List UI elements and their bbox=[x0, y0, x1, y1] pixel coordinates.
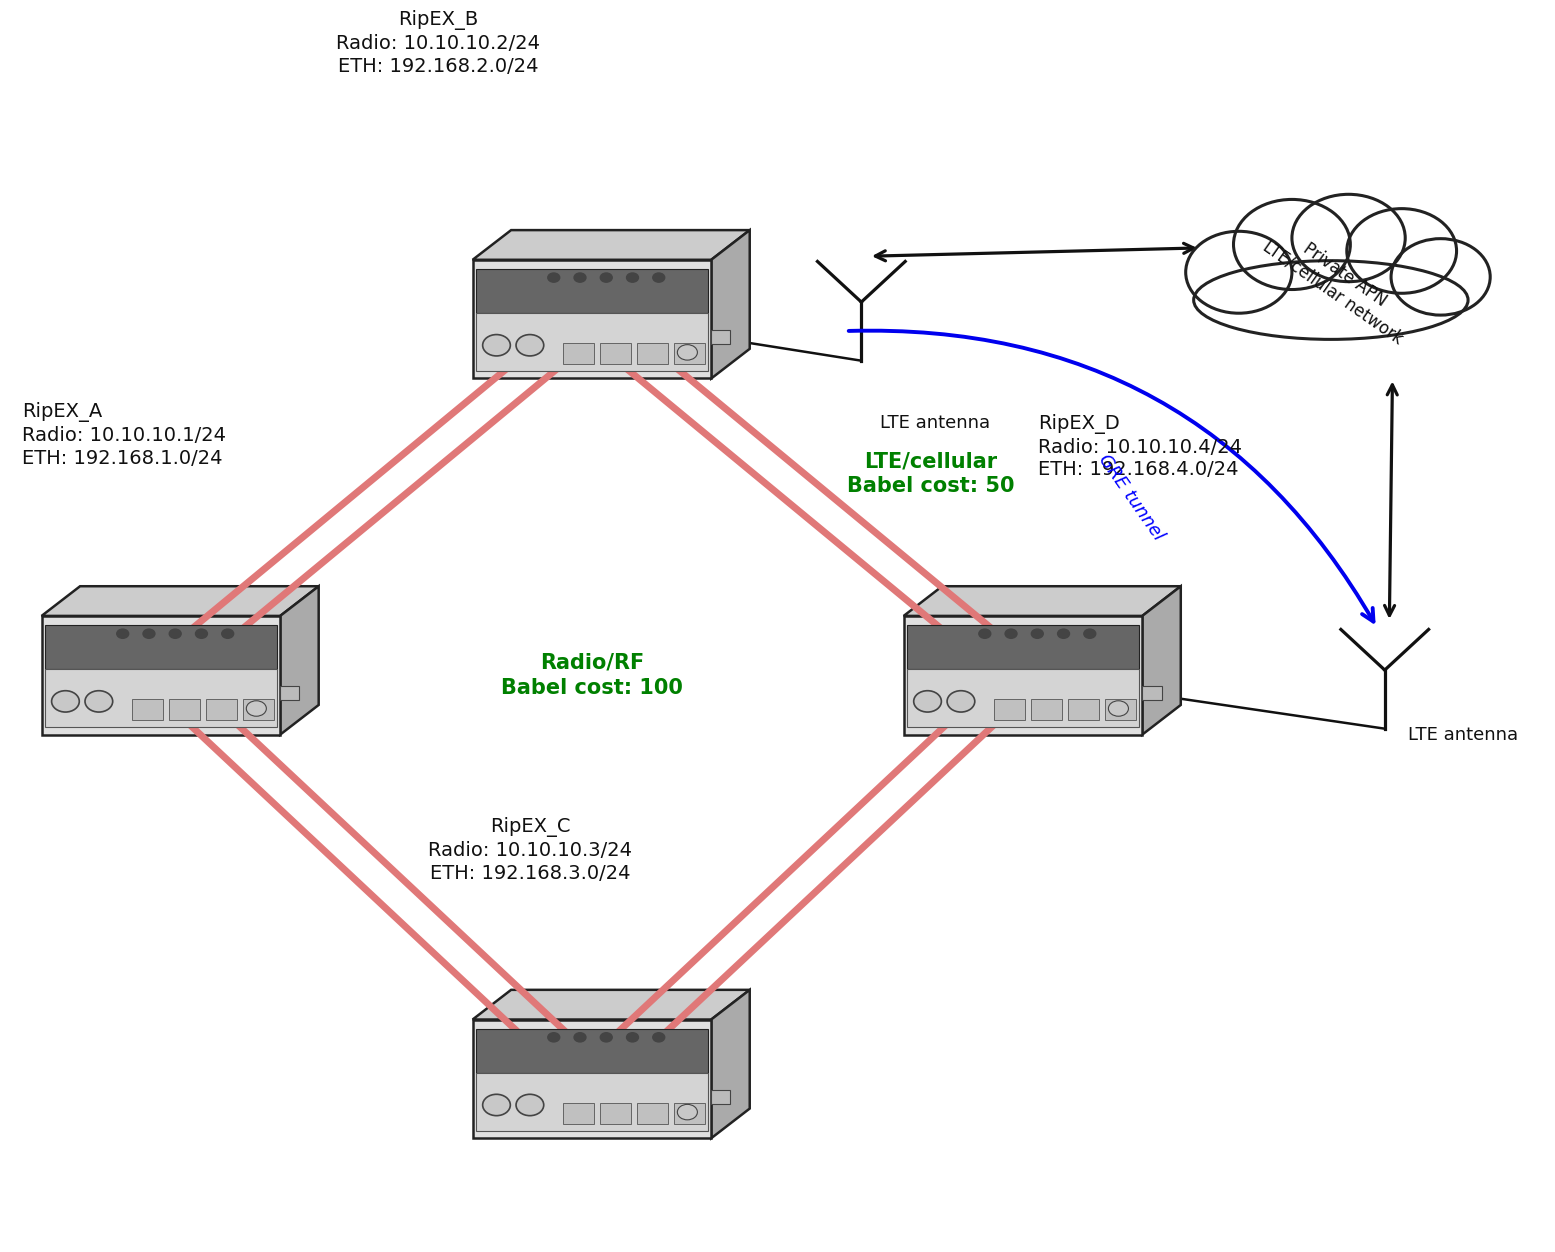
Polygon shape bbox=[476, 269, 708, 313]
Polygon shape bbox=[907, 626, 1138, 670]
Polygon shape bbox=[45, 626, 277, 670]
Circle shape bbox=[51, 691, 79, 712]
Circle shape bbox=[1292, 194, 1406, 282]
Circle shape bbox=[627, 1033, 639, 1042]
Polygon shape bbox=[903, 586, 1180, 616]
Polygon shape bbox=[711, 990, 750, 1138]
Polygon shape bbox=[243, 699, 274, 720]
Circle shape bbox=[600, 273, 613, 282]
Polygon shape bbox=[638, 1103, 669, 1124]
Polygon shape bbox=[711, 230, 750, 378]
Text: LTE/cellular
Babel cost: 50: LTE/cellular Babel cost: 50 bbox=[847, 451, 1014, 496]
Circle shape bbox=[1084, 629, 1096, 639]
Polygon shape bbox=[473, 1019, 711, 1138]
Polygon shape bbox=[476, 1073, 708, 1131]
Polygon shape bbox=[476, 313, 708, 372]
Polygon shape bbox=[675, 1103, 706, 1124]
Polygon shape bbox=[903, 616, 1143, 735]
Circle shape bbox=[978, 629, 991, 639]
Polygon shape bbox=[638, 343, 669, 364]
Circle shape bbox=[1057, 629, 1070, 639]
Polygon shape bbox=[207, 699, 238, 720]
Polygon shape bbox=[169, 699, 201, 720]
Circle shape bbox=[482, 334, 510, 356]
Polygon shape bbox=[994, 699, 1025, 720]
Circle shape bbox=[947, 691, 975, 712]
Circle shape bbox=[653, 1033, 664, 1042]
Circle shape bbox=[678, 1104, 697, 1119]
Polygon shape bbox=[473, 259, 711, 378]
Polygon shape bbox=[600, 343, 631, 364]
Circle shape bbox=[1005, 629, 1017, 639]
Polygon shape bbox=[563, 1103, 594, 1124]
Circle shape bbox=[117, 629, 129, 639]
Polygon shape bbox=[42, 616, 280, 735]
Polygon shape bbox=[711, 329, 731, 344]
Polygon shape bbox=[711, 1089, 731, 1104]
Circle shape bbox=[1347, 209, 1457, 293]
Circle shape bbox=[169, 629, 182, 639]
Circle shape bbox=[627, 273, 639, 282]
Polygon shape bbox=[907, 670, 1138, 727]
Text: GRE tunnel: GRE tunnel bbox=[1095, 451, 1168, 543]
Ellipse shape bbox=[1194, 260, 1468, 339]
Circle shape bbox=[1186, 232, 1292, 313]
Circle shape bbox=[143, 629, 156, 639]
Circle shape bbox=[547, 273, 560, 282]
Circle shape bbox=[246, 701, 266, 716]
Polygon shape bbox=[280, 686, 300, 700]
Text: RipEX_B
Radio: 10.10.10.2/24
ETH: 192.168.2.0/24: RipEX_B Radio: 10.10.10.2/24 ETH: 192.16… bbox=[336, 10, 540, 76]
Polygon shape bbox=[675, 343, 706, 364]
Circle shape bbox=[1109, 701, 1129, 716]
Circle shape bbox=[222, 629, 233, 639]
Circle shape bbox=[516, 334, 544, 356]
Polygon shape bbox=[1031, 699, 1062, 720]
Polygon shape bbox=[476, 1029, 708, 1073]
Text: LTE antenna: LTE antenna bbox=[1407, 726, 1518, 744]
Circle shape bbox=[1031, 629, 1043, 639]
Polygon shape bbox=[280, 586, 319, 735]
Polygon shape bbox=[1068, 699, 1099, 720]
Circle shape bbox=[914, 691, 941, 712]
Polygon shape bbox=[45, 670, 277, 727]
Circle shape bbox=[516, 1094, 544, 1116]
Polygon shape bbox=[563, 343, 594, 364]
Text: Radio/RF
Babel cost: 100: Radio/RF Babel cost: 100 bbox=[501, 652, 683, 697]
Circle shape bbox=[574, 1033, 586, 1042]
Polygon shape bbox=[473, 990, 750, 1019]
Circle shape bbox=[482, 1094, 510, 1116]
Text: RipEX_C
Radio: 10.10.10.3/24
ETH: 192.168.3.0/24: RipEX_C Radio: 10.10.10.3/24 ETH: 192.16… bbox=[428, 818, 633, 883]
Text: RipEX_D
Radio: 10.10.10.4/24
ETH: 192.168.4.0/24: RipEX_D Radio: 10.10.10.4/24 ETH: 192.16… bbox=[1039, 414, 1242, 480]
Circle shape bbox=[547, 1033, 560, 1042]
Polygon shape bbox=[473, 230, 750, 259]
Text: LTE antenna: LTE antenna bbox=[880, 414, 991, 432]
Circle shape bbox=[678, 344, 697, 361]
Circle shape bbox=[1233, 199, 1350, 289]
Text: RipEX_A
Radio: 10.10.10.1/24
ETH: 192.168.1.0/24: RipEX_A Radio: 10.10.10.1/24 ETH: 192.16… bbox=[22, 402, 227, 467]
Circle shape bbox=[653, 273, 664, 282]
Circle shape bbox=[600, 1033, 613, 1042]
Polygon shape bbox=[1106, 699, 1137, 720]
Circle shape bbox=[196, 629, 207, 639]
Polygon shape bbox=[1143, 686, 1162, 700]
Circle shape bbox=[86, 691, 112, 712]
Polygon shape bbox=[600, 1103, 631, 1124]
Text: Private APN
LTE/cellular network: Private APN LTE/cellular network bbox=[1260, 220, 1418, 347]
Polygon shape bbox=[42, 586, 319, 616]
Circle shape bbox=[1392, 239, 1490, 316]
Circle shape bbox=[574, 273, 586, 282]
Polygon shape bbox=[1143, 586, 1180, 735]
Polygon shape bbox=[132, 699, 163, 720]
